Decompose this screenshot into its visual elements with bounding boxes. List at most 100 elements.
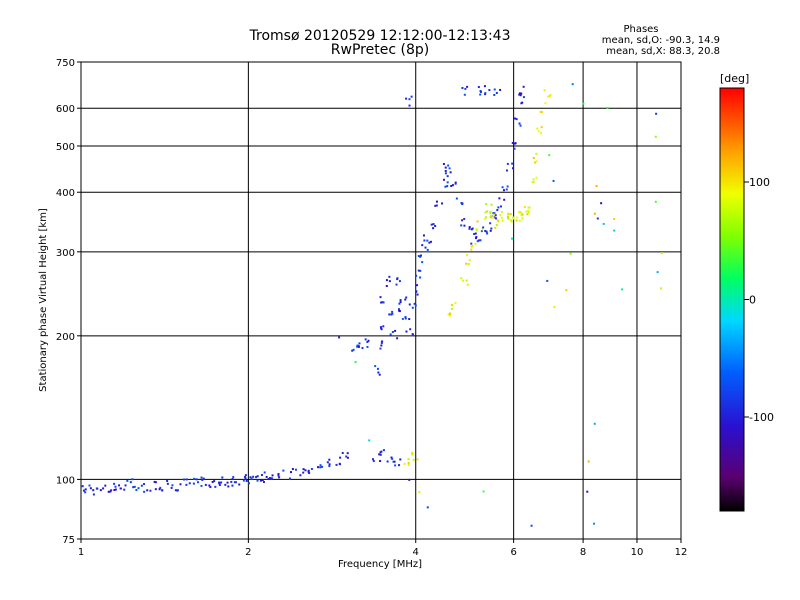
y-tick-label: 300 <box>56 248 75 259</box>
data-point-o-mode <box>357 345 360 348</box>
data-point-o-mode <box>405 97 408 100</box>
data-point-x-mode <box>454 302 457 305</box>
data-point-x-mode <box>466 254 469 257</box>
data-point-x-mode <box>489 210 492 213</box>
data-point-o-mode <box>291 468 294 471</box>
data-point-scattered <box>660 252 663 255</box>
data-point-scattered <box>606 106 609 109</box>
y-tick-label: 500 <box>56 142 75 153</box>
data-point-o-mode <box>226 481 229 484</box>
data-point-o-mode <box>161 489 164 492</box>
x-tick-label: 4 <box>413 547 419 558</box>
data-point-o-mode <box>118 484 121 487</box>
data-point-o-mode <box>372 460 375 463</box>
data-point-o-mode <box>153 480 156 483</box>
data-point-o-mode <box>242 479 245 482</box>
data-point-x-mode <box>501 219 504 222</box>
data-point-o-mode <box>371 458 374 461</box>
data-point-o-mode <box>518 93 521 96</box>
data-point-o-mode <box>307 470 310 473</box>
data-point-o-mode <box>492 212 495 215</box>
data-point-o-mode <box>249 476 252 479</box>
data-point-o-mode <box>211 480 214 483</box>
data-point-x-mode <box>520 214 523 217</box>
data-point-o-mode <box>460 224 463 227</box>
data-point-x-mode <box>521 213 524 216</box>
data-point-x-mode <box>494 226 497 229</box>
data-point-o-mode <box>208 484 211 487</box>
data-point-o-mode <box>366 340 369 343</box>
data-point-o-mode <box>159 486 162 489</box>
data-point-o-mode <box>382 301 385 304</box>
data-point-x-mode <box>407 461 410 464</box>
y-axis-label: Stationary phase Virtual Height [km] <box>38 208 49 392</box>
data-point-o-mode <box>277 474 280 477</box>
data-point-o-mode <box>260 474 263 477</box>
data-point-o-mode <box>102 487 105 490</box>
data-point-scattered <box>587 460 590 463</box>
data-point-scattered <box>613 217 616 220</box>
data-point-o-mode <box>499 88 502 91</box>
data-point-o-mode <box>131 478 134 481</box>
data-point-x-mode <box>540 126 543 129</box>
data-point-o-mode <box>421 244 424 247</box>
data-point-o-mode <box>307 469 310 472</box>
data-point-o-mode <box>461 86 464 89</box>
data-point-o-mode <box>262 481 265 484</box>
data-point-o-mode <box>356 345 359 348</box>
data-point-o-mode <box>474 232 477 235</box>
data-point-scattered <box>571 83 574 86</box>
data-point-o-mode <box>410 95 413 98</box>
data-point-o-mode <box>231 484 234 487</box>
data-point-x-mode <box>450 307 453 310</box>
data-point-o-mode <box>446 181 449 184</box>
data-point-scattered <box>482 490 485 493</box>
data-point-o-mode <box>416 293 419 296</box>
data-point-o-mode <box>484 92 487 95</box>
data-point-o-mode <box>140 484 143 487</box>
data-point-o-mode <box>391 457 394 460</box>
data-point-o-mode <box>494 217 497 220</box>
data-point-o-mode <box>390 313 393 316</box>
data-point-x-mode <box>548 95 551 98</box>
data-point-o-mode <box>512 167 515 170</box>
x-tick-label: 1 <box>78 547 84 558</box>
data-point-o-mode <box>82 489 85 492</box>
data-point-scattered <box>600 202 603 205</box>
data-point-o-mode <box>446 175 449 178</box>
data-point-o-mode <box>294 468 297 471</box>
data-point-o-mode <box>376 367 379 370</box>
data-point-o-mode <box>411 306 414 309</box>
data-point-o-mode <box>417 254 420 257</box>
data-point-o-mode <box>319 464 322 467</box>
data-point-x-mode <box>470 245 473 248</box>
grid-lines <box>81 62 681 539</box>
data-point-o-mode <box>506 185 509 188</box>
data-point-x-mode <box>521 217 524 220</box>
data-point-x-mode <box>547 95 550 98</box>
data-point-o-mode <box>479 93 482 96</box>
data-point-scattered <box>656 271 659 274</box>
data-point-x-mode <box>461 279 464 282</box>
data-point-o-mode <box>84 491 87 494</box>
data-point-o-mode <box>495 92 498 95</box>
data-point-x-mode <box>407 458 410 461</box>
data-point-o-mode <box>408 104 411 107</box>
data-point-o-mode <box>391 330 394 333</box>
data-point-x-mode <box>403 462 406 465</box>
data-point-scattered <box>354 361 357 364</box>
data-point-o-mode <box>218 484 221 487</box>
data-point-o-mode <box>385 279 388 282</box>
data-point-o-mode <box>84 488 87 491</box>
colorbar-tick-label: 100 <box>749 176 770 189</box>
data-points <box>81 83 663 527</box>
data-point-o-mode <box>489 222 492 225</box>
y-tick-label: 100 <box>56 475 75 486</box>
data-point-o-mode <box>244 475 247 478</box>
data-point-o-mode <box>250 477 253 480</box>
data-point-x-mode <box>492 216 495 219</box>
data-point-o-mode <box>200 484 203 487</box>
data-point-o-mode <box>351 349 354 352</box>
data-point-x-mode <box>535 152 538 155</box>
data-point-o-mode <box>391 312 394 315</box>
